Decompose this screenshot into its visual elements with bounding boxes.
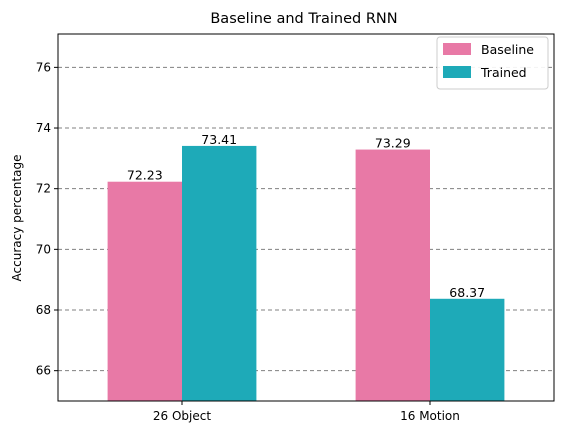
bar-value-label: 72.23 xyxy=(127,168,163,183)
bar-trained-1 xyxy=(430,298,505,401)
y-tick-label: 76 xyxy=(36,60,51,74)
bar-value-label: 73.41 xyxy=(201,132,237,147)
legend-swatch-trained xyxy=(443,66,471,78)
plot-area-frame xyxy=(57,33,555,402)
bar-baseline-1 xyxy=(355,149,430,401)
y-tick-label: 72 xyxy=(36,182,51,196)
y-tick-label: 70 xyxy=(36,242,51,256)
legend-label-baseline: Baseline xyxy=(481,42,534,57)
y-tick-label: 74 xyxy=(36,121,51,135)
y-axis-label: Accuracy percentage xyxy=(10,155,24,282)
bar-baseline-0 xyxy=(107,181,182,401)
value-labels: 72.23 73.41 73.29 68.37 xyxy=(127,132,485,300)
legend: Baseline Trained xyxy=(436,36,549,90)
y-axis: 66 68 70 72 74 76 xyxy=(36,60,58,378)
y-tick-label: 66 xyxy=(36,364,51,378)
x-tick-label: 26 Object xyxy=(153,409,211,423)
x-tick-label: 16 Motion xyxy=(400,409,460,423)
bar-value-label: 73.29 xyxy=(375,136,411,151)
bars xyxy=(107,145,505,401)
bar-trained-0 xyxy=(182,145,257,401)
chart-title: Baseline and Trained RNN xyxy=(210,11,397,27)
x-axis: 26 Object 16 Motion xyxy=(153,401,460,423)
legend-swatch-baseline xyxy=(443,43,471,55)
bar-value-label: 68.37 xyxy=(449,285,485,300)
legend-label-trained: Trained xyxy=(480,65,527,80)
y-tick-label: 68 xyxy=(36,303,51,317)
